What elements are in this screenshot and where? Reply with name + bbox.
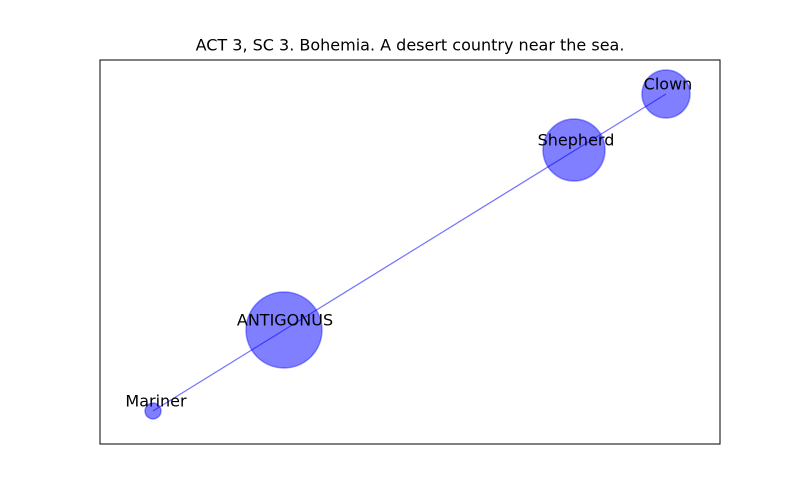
node <box>144 402 162 420</box>
node-label: Clown <box>644 75 693 94</box>
plot-frame <box>99 59 721 445</box>
node-label: Mariner <box>125 392 187 411</box>
diagram-title: ACT 3, SC 3. Bohemia. A desert country n… <box>196 36 625 55</box>
node-label: ANTIGONUS <box>237 311 333 330</box>
node <box>245 291 323 369</box>
node <box>641 69 691 119</box>
node <box>542 118 606 182</box>
node-label: Shepherd <box>538 131 615 150</box>
